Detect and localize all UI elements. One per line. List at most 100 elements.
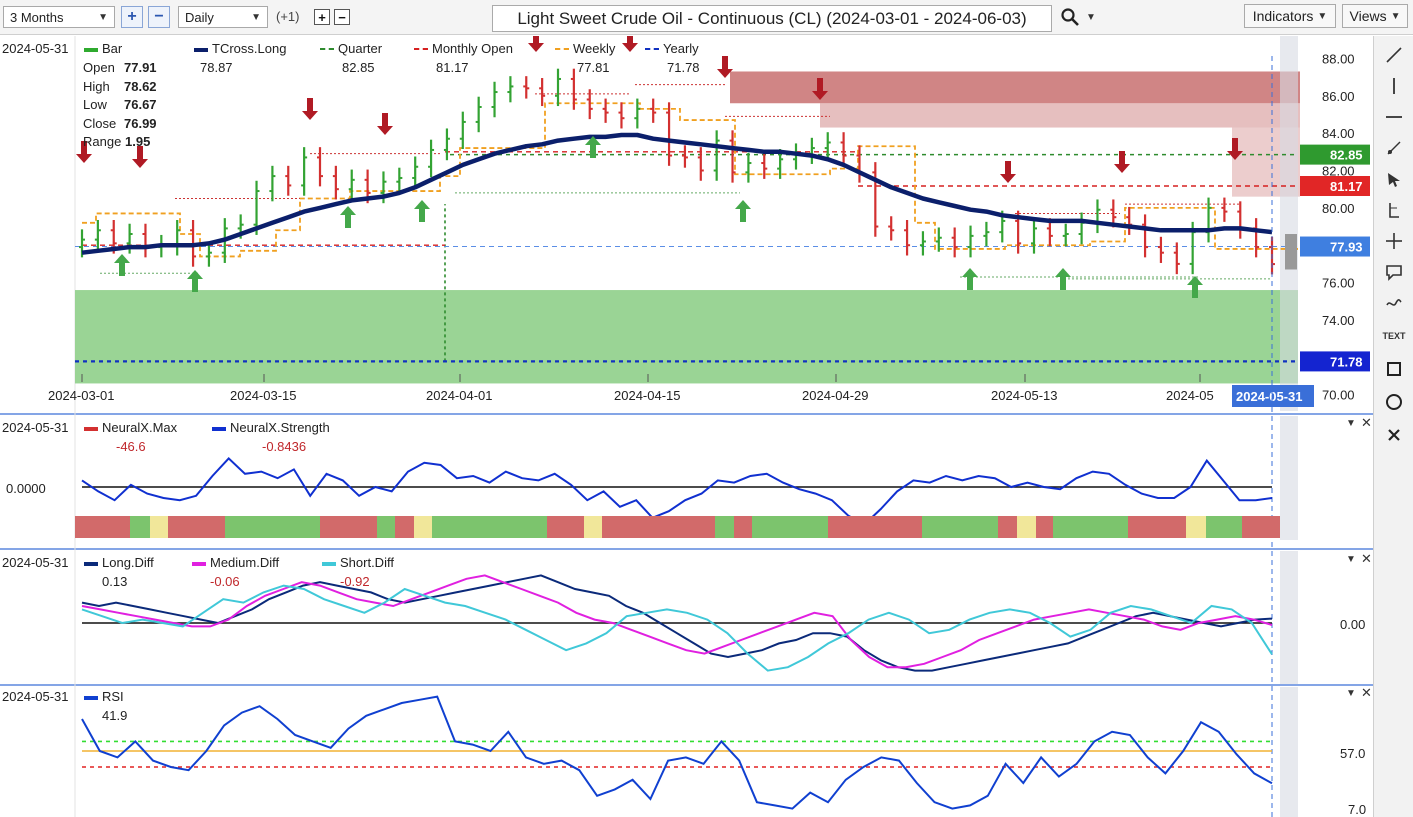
text-icon: TEXT xyxy=(1382,331,1406,341)
legend-item[interactable]: RSI xyxy=(84,689,124,704)
legend-item[interactable]: Yearly xyxy=(645,41,699,56)
rectangle-tool[interactable] xyxy=(1380,356,1408,382)
arrow-shaft xyxy=(533,36,539,44)
arrow-icon xyxy=(1388,173,1400,187)
trendline-tool[interactable] xyxy=(1380,42,1408,68)
comment-tool[interactable] xyxy=(1380,259,1408,285)
legend-value: 0.13 xyxy=(102,574,128,589)
rsi-tick-7: 7.0 xyxy=(1348,802,1367,817)
vertical-line-tool[interactable] xyxy=(1380,73,1408,99)
ohlc-value: 76.67 xyxy=(124,97,157,112)
interval-dropdown[interactable]: Daily ▼ xyxy=(178,6,268,28)
arrow-shaft xyxy=(382,113,388,127)
arrow-shaft xyxy=(307,98,313,112)
arrow-head xyxy=(585,136,601,145)
offset-plus-button[interactable]: + xyxy=(314,9,330,25)
freehand-icon xyxy=(1386,298,1402,306)
legend-item[interactable]: Weekly xyxy=(555,41,615,56)
arrow-head xyxy=(1055,268,1071,277)
rsi-tick-57: 57.0 xyxy=(1340,746,1366,761)
offset-minus-button[interactable]: − xyxy=(334,9,350,25)
diff-panel-date: 2024-05-31 xyxy=(2,555,69,570)
panel-collapse-icon: ▼ xyxy=(1346,418,1356,429)
x-axis-date: 2024-05 xyxy=(1166,388,1214,403)
text-tool[interactable]: TEXT xyxy=(1380,323,1408,349)
arrow-head xyxy=(187,270,203,279)
y-axis-tick: 76.00 xyxy=(1322,276,1355,291)
search-button[interactable]: ▼ xyxy=(1060,6,1104,28)
price-panel-date: 2024-05-31 xyxy=(2,41,69,56)
ohlc-key: Low xyxy=(83,97,107,112)
arrow-shaft xyxy=(627,36,633,44)
legend-value: -0.92 xyxy=(340,574,370,589)
arrow-head xyxy=(528,43,544,52)
sell-signal-arrow xyxy=(622,36,638,52)
chart-canvas[interactable]: 70.0072.0074.0076.0078.0080.0082.0084.00… xyxy=(0,36,1373,817)
x-axis-date: 2024-03-01 xyxy=(48,388,115,403)
arrow-head xyxy=(1187,276,1203,285)
weekly-line xyxy=(82,102,1298,258)
delete-drawings-tool[interactable] xyxy=(1380,422,1408,448)
ellipse-tool[interactable] xyxy=(1380,389,1408,415)
zoom-in-button[interactable]: + xyxy=(121,6,143,28)
neuralx-max-cell xyxy=(602,516,715,538)
arrow-tool[interactable] xyxy=(1380,166,1408,192)
arrow-head xyxy=(76,154,92,163)
freehand-tool[interactable] xyxy=(1380,290,1408,316)
arrow-head xyxy=(717,69,733,78)
ohlc-key: Range xyxy=(83,134,122,149)
neuralx-max-cell xyxy=(150,516,168,538)
legend-item[interactable]: Short.Diff xyxy=(322,555,394,570)
legend-name: Weekly xyxy=(573,41,616,56)
neuralx-max-cell xyxy=(547,516,584,538)
buy-signal-arrow xyxy=(1055,268,1071,290)
legend-item[interactable]: NeuralX.Max xyxy=(84,420,177,435)
y-axis-tick: 70.00 xyxy=(1322,388,1355,403)
arrow-shaft xyxy=(590,144,596,158)
neuralx-max-cell xyxy=(225,516,320,538)
legend-name: RSI xyxy=(102,689,124,704)
close-icon xyxy=(1388,429,1400,441)
range-dropdown[interactable]: 3 Months ▼ xyxy=(3,6,115,28)
views-button[interactable]: Views ▼ xyxy=(1342,4,1408,28)
neuralx-max-cell xyxy=(320,516,377,538)
legend-item[interactable]: TCross.Long xyxy=(194,41,286,56)
arrow-head xyxy=(132,159,148,168)
range-label: 3 Months xyxy=(10,9,64,25)
arrow-shaft xyxy=(81,141,87,155)
arrow-shaft xyxy=(419,208,425,222)
cursor-date-tag xyxy=(1232,385,1314,407)
neuralx-max-cell xyxy=(1242,516,1280,538)
price-tag xyxy=(1300,351,1370,372)
ohlc-key: Close xyxy=(83,115,117,131)
legend-value: 81.17 xyxy=(436,60,469,75)
neuralx-max-cell xyxy=(414,516,432,538)
legend-item[interactable]: Bar xyxy=(84,41,122,56)
sell-signal-arrow xyxy=(302,98,318,120)
demand-zone xyxy=(75,290,1298,384)
crosshair-icon xyxy=(1386,233,1402,249)
legend-item[interactable]: NeuralX.Strength xyxy=(212,420,330,435)
legend-item[interactable]: Quarter xyxy=(320,41,382,56)
sell-signal-arrow xyxy=(132,146,148,168)
indicators-button[interactable]: Indicators ▼ xyxy=(1244,4,1336,28)
price-tag xyxy=(1300,176,1370,197)
chevron-down-icon: ▼ xyxy=(1317,10,1328,22)
arrow-head xyxy=(1114,164,1130,173)
zoom-out-button[interactable]: − xyxy=(148,6,170,28)
crosshair-tool[interactable] xyxy=(1380,228,1408,254)
ray-tool[interactable] xyxy=(1380,135,1408,161)
fib-tool[interactable] xyxy=(1380,197,1408,223)
y-axis-tick: 82.00 xyxy=(1322,163,1355,178)
legend-item[interactable]: Long.Diff xyxy=(84,555,154,570)
price-tag-label: 82.85 xyxy=(1330,148,1363,163)
legend-item[interactable]: Monthly Open xyxy=(414,41,513,56)
ohlc-key: Open xyxy=(83,60,115,75)
arrow-head xyxy=(414,200,430,209)
legend-item[interactable]: Medium.Diff xyxy=(192,555,279,570)
arrow-head xyxy=(340,206,356,215)
y-axis-tick: 88.00 xyxy=(1322,51,1355,66)
horizontal-line-tool[interactable] xyxy=(1380,104,1408,130)
symbol-title[interactable]: Light Sweet Crude Oil - Continuous (CL) … xyxy=(492,5,1052,32)
